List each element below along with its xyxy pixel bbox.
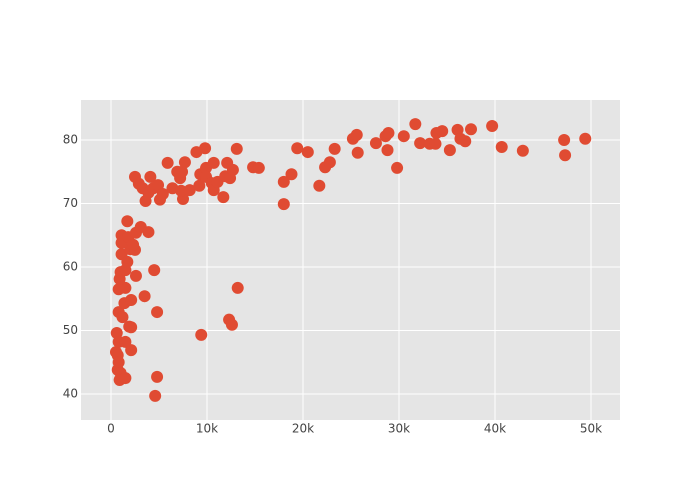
point bbox=[127, 238, 140, 251]
point bbox=[226, 163, 239, 176]
point bbox=[125, 294, 138, 306]
point bbox=[579, 132, 592, 145]
point bbox=[119, 372, 132, 385]
point bbox=[277, 175, 290, 188]
x-tick-label: 20k bbox=[292, 422, 314, 436]
point bbox=[391, 161, 404, 174]
y-tick-label: 70 bbox=[63, 196, 78, 210]
point bbox=[161, 156, 174, 169]
point bbox=[313, 179, 326, 192]
y-tick-label: 40 bbox=[63, 386, 78, 400]
point bbox=[381, 144, 394, 157]
point bbox=[252, 161, 265, 174]
y-tick-label: 50 bbox=[63, 323, 78, 337]
point bbox=[176, 165, 189, 178]
point bbox=[175, 184, 188, 197]
point bbox=[129, 269, 142, 282]
point bbox=[495, 140, 508, 153]
point bbox=[414, 137, 427, 150]
point bbox=[195, 328, 208, 341]
point bbox=[436, 125, 449, 138]
point bbox=[142, 226, 155, 239]
point bbox=[443, 144, 456, 157]
point bbox=[207, 156, 220, 169]
point bbox=[351, 146, 364, 159]
point bbox=[178, 156, 191, 169]
point bbox=[156, 187, 169, 200]
point bbox=[558, 134, 571, 146]
point bbox=[350, 128, 363, 141]
point bbox=[149, 389, 162, 402]
point bbox=[429, 137, 442, 150]
point bbox=[193, 179, 206, 192]
point bbox=[125, 344, 138, 357]
point bbox=[151, 370, 164, 383]
point bbox=[183, 184, 196, 197]
point bbox=[409, 118, 422, 131]
x-tick-label: 40k bbox=[484, 422, 506, 436]
point bbox=[277, 198, 290, 211]
point bbox=[217, 191, 230, 204]
point bbox=[116, 311, 129, 324]
point bbox=[328, 142, 341, 155]
point bbox=[486, 120, 499, 133]
point bbox=[291, 142, 304, 155]
point bbox=[516, 144, 529, 157]
point bbox=[323, 156, 336, 169]
point bbox=[230, 142, 243, 155]
x-tick-label: 10k bbox=[196, 422, 218, 436]
point bbox=[225, 318, 238, 331]
point bbox=[151, 306, 164, 319]
point bbox=[125, 321, 138, 334]
point bbox=[121, 255, 134, 268]
point bbox=[138, 290, 151, 303]
point bbox=[152, 179, 165, 192]
point bbox=[301, 146, 314, 159]
point bbox=[465, 123, 478, 136]
x-tick-label: 0 bbox=[107, 422, 115, 436]
y-tick-label: 60 bbox=[63, 259, 78, 273]
point bbox=[369, 137, 382, 150]
x-tick-label: 50k bbox=[580, 422, 602, 436]
point bbox=[285, 168, 298, 181]
x-tick-label: 30k bbox=[388, 422, 410, 436]
point bbox=[144, 170, 157, 183]
point bbox=[121, 215, 134, 228]
y-tick-label: 80 bbox=[63, 133, 78, 147]
point bbox=[382, 127, 395, 140]
plot-area bbox=[81, 100, 620, 420]
point bbox=[199, 142, 212, 155]
point bbox=[459, 135, 472, 148]
point bbox=[148, 264, 161, 277]
point bbox=[231, 281, 244, 294]
point bbox=[397, 130, 410, 143]
point bbox=[112, 283, 125, 296]
point bbox=[559, 149, 572, 162]
